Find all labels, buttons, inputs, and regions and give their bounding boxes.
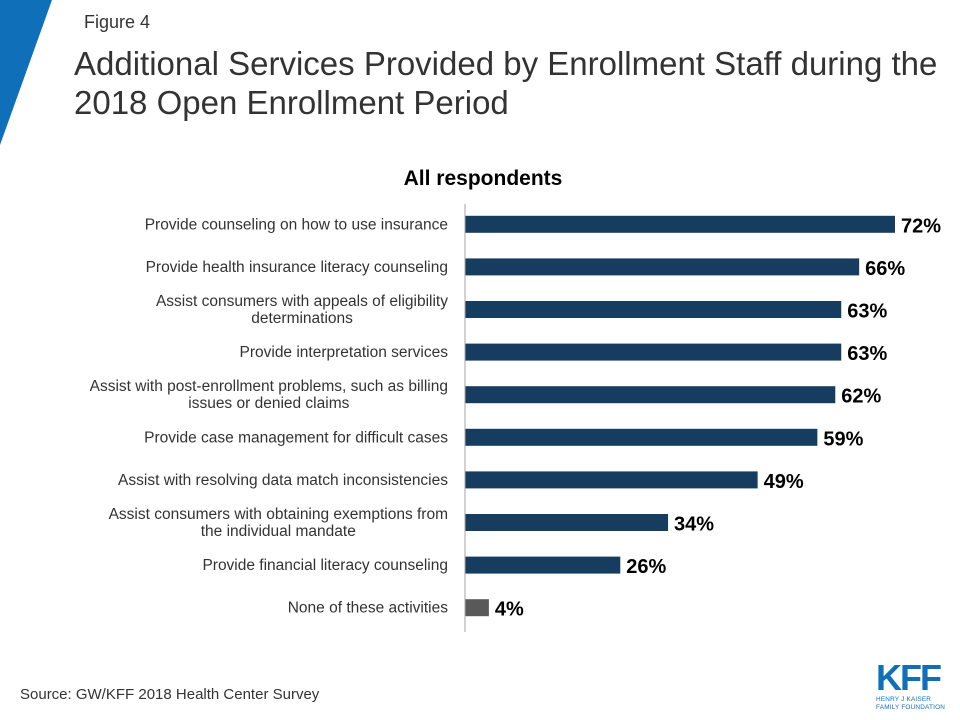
category-label-2: Provide health insurance literacy counse… xyxy=(146,259,448,276)
source-note: Source: GW/KFF 2018 Health Center Survey xyxy=(20,686,320,703)
category-label-3-line-1: Assist consumers with appeals of eligibi… xyxy=(156,293,448,310)
bar-2 xyxy=(465,258,860,276)
kff-logo-line2: FAMILY FOUNDATION xyxy=(876,704,946,711)
corner-accent-shape xyxy=(0,0,52,145)
bar-8 xyxy=(465,514,669,531)
kff-logo: KFF HENRY J KAISER FAMILY FOUNDATION xyxy=(876,660,946,712)
category-label-6: Provide case management for difficult ca… xyxy=(144,429,448,446)
value-label-8: 34% xyxy=(674,514,714,536)
corner-accent-triangle xyxy=(0,0,52,145)
value-label-7: 49% xyxy=(764,471,804,493)
category-label-8-line-1: Assist consumers with obtaining exemptio… xyxy=(109,506,448,523)
value-label-9: 26% xyxy=(626,556,666,578)
bar-10 xyxy=(465,599,489,617)
bar-4 xyxy=(465,343,842,361)
bar-9 xyxy=(465,556,621,574)
value-label-5: 62% xyxy=(841,386,881,408)
category-label-4: Provide interpretation services xyxy=(240,344,449,361)
category-label-8-line-2: the individual mandate xyxy=(201,523,356,540)
kff-logo-line1: HENRY J KAISER xyxy=(876,696,932,703)
category-label-10: None of these activities xyxy=(288,600,449,617)
figure-label: Figure 4 xyxy=(84,12,151,32)
category-label-5-line-2: issues or denied claims xyxy=(188,395,349,412)
bar-5 xyxy=(465,386,836,404)
bar-7 xyxy=(465,471,758,489)
category-label-3-line-2: determinations xyxy=(251,310,353,327)
category-label-1: Provide counseling on how to use insuran… xyxy=(145,216,448,233)
value-label-3: 63% xyxy=(847,301,887,323)
bar-1 xyxy=(465,215,895,233)
value-label-4: 63% xyxy=(847,343,887,365)
value-label-6: 59% xyxy=(823,428,863,450)
bar-3 xyxy=(465,301,842,318)
value-label-10: 4% xyxy=(495,599,524,621)
kff-logo-mark: KFF xyxy=(876,657,942,698)
bar-6 xyxy=(465,428,818,446)
page-title: Additional Services Provided by Enrollme… xyxy=(74,45,938,121)
bars-layer: 72% Provide counseling on how to use insu… xyxy=(90,215,942,620)
category-label-5-line-1: Assist with post-enrollment problems, su… xyxy=(90,378,448,395)
category-label-7: Assist with resolving data match inconsi… xyxy=(118,472,448,489)
value-label-1: 72% xyxy=(901,215,941,237)
chart-title: All respondents xyxy=(404,167,563,190)
value-label-2: 66% xyxy=(865,258,905,280)
category-label-9: Provide financial literacy counseling xyxy=(202,557,448,574)
